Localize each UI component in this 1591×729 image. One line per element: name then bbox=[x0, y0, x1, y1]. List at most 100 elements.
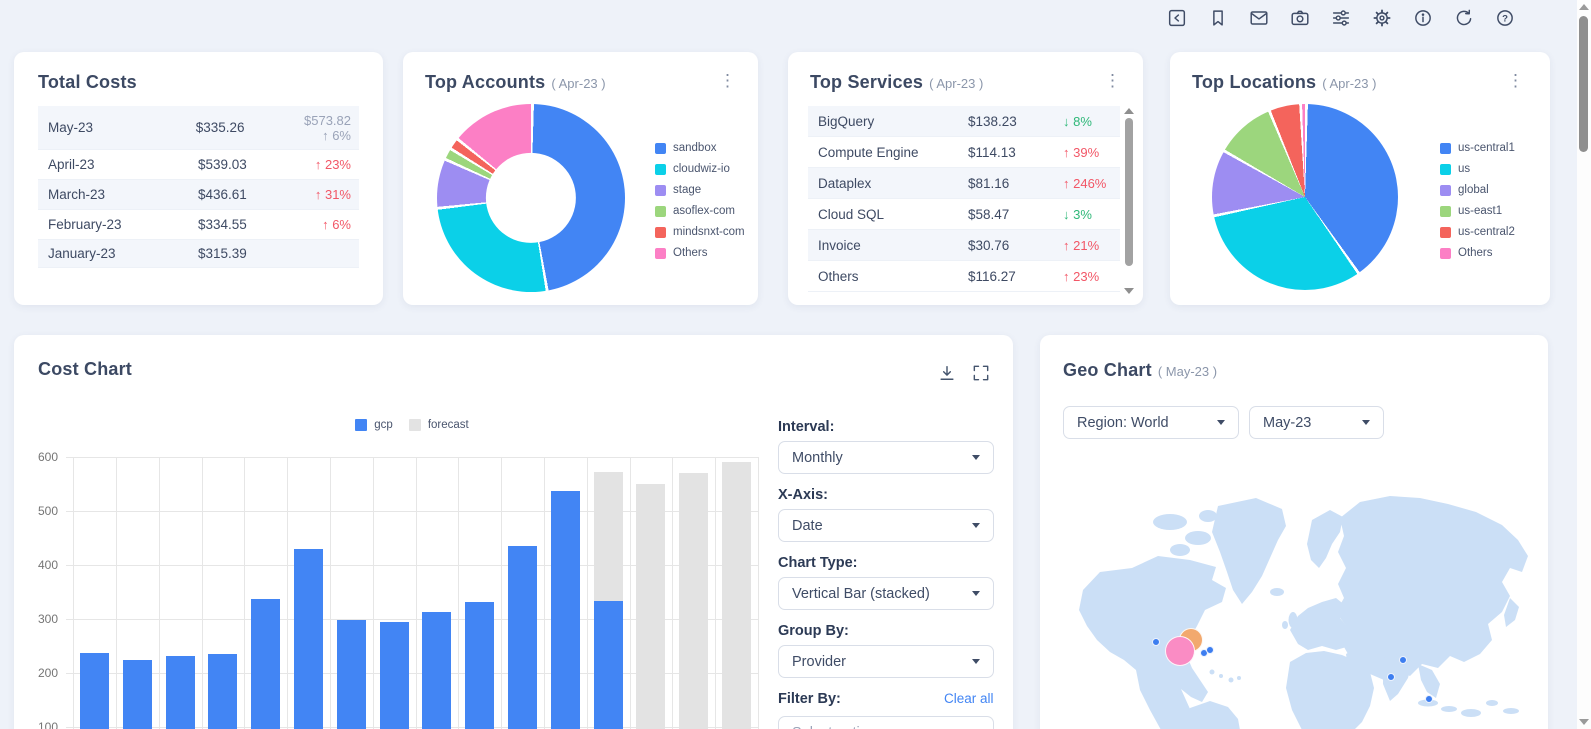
table-row[interactable]: Compute Engine $114.13 ↑ 39% bbox=[808, 137, 1120, 168]
gcp-bar[interactable] bbox=[593, 601, 623, 729]
screenshot-icon[interactable] bbox=[1289, 7, 1311, 29]
refresh-icon[interactable] bbox=[1453, 7, 1475, 29]
table-row[interactable]: February-23 $334.55 ↑ 6% bbox=[38, 210, 359, 240]
chevron-down-icon bbox=[972, 591, 980, 596]
dot-marker[interactable] bbox=[1206, 646, 1214, 654]
legend-item[interactable]: Others bbox=[655, 247, 745, 259]
forecast-bar[interactable] bbox=[679, 472, 709, 729]
table-row[interactable]: Others $116.27 ↑ 23% bbox=[808, 261, 1120, 292]
gcp-bar[interactable] bbox=[165, 655, 195, 729]
cost-bar-chart[interactable]: 600 500 400 300 200 100 bbox=[14, 335, 778, 729]
gcp-bar[interactable] bbox=[251, 598, 281, 729]
download-icon[interactable] bbox=[937, 363, 957, 383]
table-row[interactable]: March-23 $436.61 ↑ 31% bbox=[38, 180, 359, 210]
mail-icon[interactable] bbox=[1248, 7, 1270, 29]
gcp-bar[interactable] bbox=[508, 546, 537, 729]
filters-icon[interactable] bbox=[1330, 7, 1352, 29]
table-row[interactable]: BigQuery $138.23 ↓ 8% bbox=[808, 106, 1120, 137]
table-row[interactable]: January-23 $315.39 bbox=[38, 240, 359, 268]
services-scroll-down[interactable] bbox=[1124, 288, 1134, 294]
settings-gear-icon[interactable] bbox=[1371, 7, 1393, 29]
change-cell: ↑ 246% bbox=[1063, 176, 1120, 191]
gcp-bar[interactable] bbox=[294, 549, 323, 729]
gcp-bar[interactable] bbox=[465, 601, 495, 729]
group-by-select[interactable]: Provider bbox=[778, 645, 994, 678]
change-cell: ↑ 39% bbox=[1063, 145, 1120, 160]
interval-label: Interval: bbox=[778, 419, 835, 435]
geo-chart-card: Geo Chart ( May-23 ) Region: World May-23 bbox=[1040, 335, 1548, 729]
top-accounts-legend: sandbox cloudwiz-io stage asoflex-com mindsn… bbox=[655, 142, 745, 259]
legend-item[interactable]: us bbox=[1440, 163, 1515, 175]
table-row[interactable]: Cloud SQL $58.47 ↓ 3% bbox=[808, 199, 1120, 230]
change-cell: $573.82 ↑ 6% bbox=[304, 113, 359, 143]
cost-cell: $335.26 bbox=[195, 120, 245, 135]
dot-marker[interactable] bbox=[1425, 695, 1433, 703]
legend-item[interactable]: us-east1 bbox=[1440, 205, 1515, 217]
top-locations-legend: us-central1 us global us-east1 us-central2 Ot… bbox=[1440, 142, 1515, 259]
legend-item[interactable]: us-central2 bbox=[1440, 226, 1515, 238]
forecast-bar[interactable] bbox=[636, 483, 666, 729]
world-map[interactable] bbox=[1040, 440, 1548, 729]
services-scrollbar[interactable] bbox=[1123, 108, 1135, 294]
bookmark-icon[interactable] bbox=[1207, 7, 1229, 29]
help-icon[interactable]: ? bbox=[1494, 7, 1516, 29]
gcp-bar[interactable] bbox=[422, 612, 452, 729]
top-services-menu-icon[interactable]: ⋮ bbox=[1104, 71, 1121, 90]
legend-item[interactable]: us-central1 bbox=[1440, 142, 1515, 154]
interval-select[interactable]: Monthly bbox=[778, 441, 994, 474]
dot-marker[interactable] bbox=[1152, 638, 1160, 646]
change-cell: ↓ 8% bbox=[1063, 114, 1120, 129]
legend-item[interactable]: Others bbox=[1440, 247, 1515, 259]
scroll-up-arrow[interactable] bbox=[1579, 4, 1589, 10]
info-icon[interactable] bbox=[1412, 7, 1434, 29]
services-scroll-up[interactable] bbox=[1124, 108, 1134, 114]
page-scrollbar[interactable] bbox=[1577, 0, 1591, 729]
forecast-bar[interactable] bbox=[593, 472, 623, 602]
legend-item[interactable]: stage bbox=[655, 184, 745, 196]
filter-by-select[interactable]: Select options... bbox=[778, 716, 994, 729]
export-icon[interactable] bbox=[1166, 7, 1188, 29]
forecast-bar[interactable] bbox=[722, 462, 751, 729]
top-locations-pie-chart[interactable] bbox=[1212, 104, 1398, 290]
change-value: ↓ 8% bbox=[1063, 113, 1092, 129]
top-accounts-menu-icon[interactable]: ⋮ bbox=[719, 71, 736, 90]
table-row[interactable]: Invoice $30.76 ↑ 21% bbox=[808, 230, 1120, 261]
legend-item[interactable]: gcp bbox=[355, 419, 393, 431]
scroll-down-arrow[interactable] bbox=[1579, 719, 1589, 725]
change-cell: ↑ 23% bbox=[308, 157, 359, 172]
legend-item[interactable]: sandbox bbox=[655, 142, 745, 154]
table-row[interactable]: May-23 $335.26 $573.82 ↑ 6% bbox=[38, 106, 359, 150]
legend-item[interactable]: forecast bbox=[408, 419, 469, 431]
cost-chart-title: Cost Chart bbox=[38, 359, 133, 379]
dot-marker[interactable] bbox=[1399, 656, 1407, 664]
scrollbar-thumb[interactable] bbox=[1579, 16, 1588, 152]
gcp-bar[interactable] bbox=[80, 653, 109, 729]
cost-chart-legend: gcp forecast bbox=[66, 419, 758, 431]
gcp-bar[interactable] bbox=[550, 491, 580, 729]
xaxis-select[interactable]: Date bbox=[778, 509, 994, 542]
gcp-bar[interactable] bbox=[208, 653, 238, 729]
chart-type-label: Chart Type: bbox=[778, 555, 858, 571]
gcp-bar[interactable] bbox=[379, 621, 409, 729]
gcp-bar[interactable] bbox=[122, 659, 152, 729]
bubble-pink-marker[interactable] bbox=[1165, 636, 1195, 666]
top-locations-menu-icon[interactable]: ⋮ bbox=[1507, 71, 1524, 90]
chart-type-select[interactable]: Vertical Bar (stacked) bbox=[778, 577, 994, 610]
table-row[interactable]: April-23 $539.03 ↑ 23% bbox=[38, 150, 359, 180]
legend-swatch bbox=[1440, 142, 1451, 154]
region-select[interactable]: Region: World bbox=[1063, 406, 1239, 439]
table-row[interactable]: Dataplex $81.16 ↑ 246% bbox=[808, 168, 1120, 199]
services-scroll-thumb[interactable] bbox=[1125, 118, 1133, 266]
clear-all-link[interactable]: Clear all bbox=[944, 691, 994, 706]
gcp-bar[interactable] bbox=[336, 619, 366, 729]
top-accounts-donut-chart[interactable] bbox=[437, 104, 625, 292]
gridline bbox=[329, 457, 331, 729]
geo-month-select[interactable]: May-23 bbox=[1249, 406, 1384, 439]
dot-marker[interactable] bbox=[1387, 673, 1395, 681]
fullscreen-icon[interactable] bbox=[971, 363, 991, 383]
legend-item[interactable]: asoflex-com bbox=[655, 205, 745, 217]
legend-item[interactable]: global bbox=[1440, 184, 1515, 196]
gridline bbox=[66, 727, 758, 728]
legend-item[interactable]: cloudwiz-io bbox=[655, 163, 745, 175]
legend-item[interactable]: mindsnxt-com bbox=[655, 226, 745, 238]
